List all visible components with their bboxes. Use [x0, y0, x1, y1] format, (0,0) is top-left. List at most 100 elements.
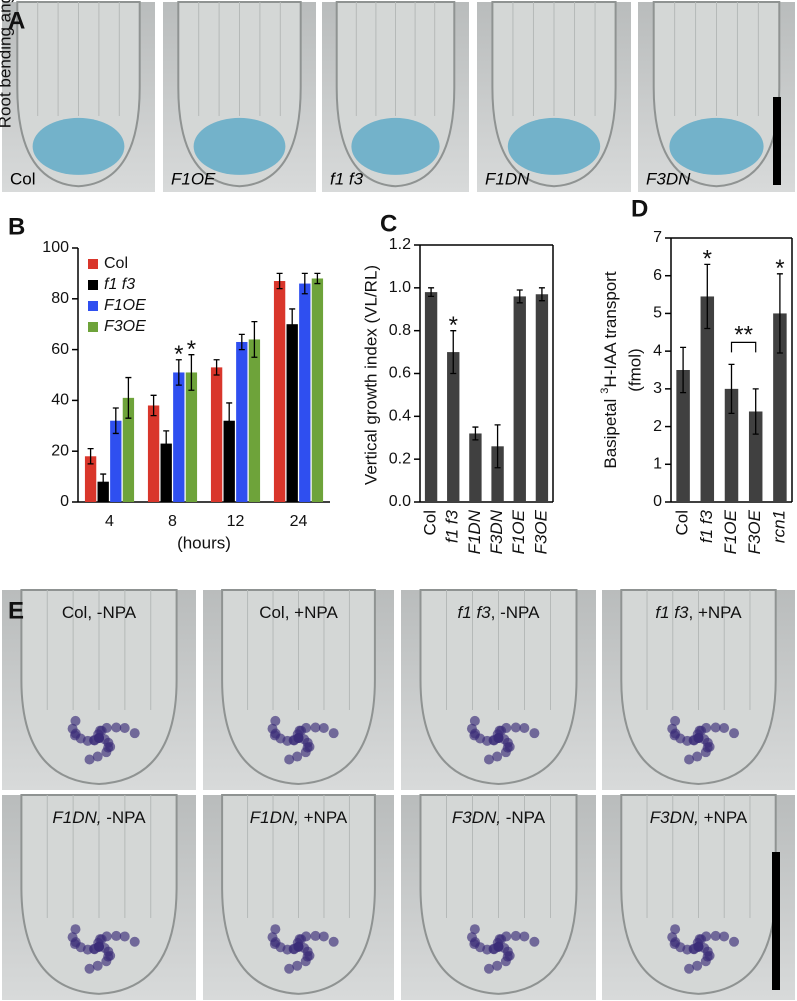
stain-dot	[502, 742, 513, 753]
bar	[147, 405, 160, 502]
x-tick-label: f1 f3	[443, 509, 462, 543]
image-label: Col, -NPA	[62, 603, 137, 622]
bar	[513, 296, 526, 502]
error-bar	[163, 430, 170, 457]
y-axis-title-sup: 3	[599, 388, 611, 394]
image-label: f1 f3	[330, 169, 364, 188]
stain-dot	[89, 943, 100, 954]
stain	[351, 117, 440, 175]
image-label: Col	[10, 169, 36, 188]
treatment: +NPA	[299, 808, 348, 827]
error-bar	[728, 363, 735, 415]
significance-mark: *	[174, 341, 183, 368]
stain-dot	[270, 924, 281, 935]
stain-dot	[270, 715, 281, 726]
stain-dot	[270, 728, 281, 739]
stain-dot	[710, 930, 721, 941]
bar	[469, 433, 482, 502]
x-tick-label: 12	[227, 513, 245, 530]
error-bar	[112, 407, 119, 435]
x-tick-label: F1DN	[465, 509, 484, 554]
image-label: F3DN, +NPA	[650, 808, 748, 827]
stain-dot	[119, 931, 130, 942]
stain-dot	[670, 715, 681, 726]
stain-dot	[96, 934, 107, 945]
stain-dot	[492, 751, 503, 762]
bar	[84, 456, 97, 502]
treatment: -NPA	[102, 808, 147, 827]
significance-mark: *	[187, 336, 196, 363]
bar	[535, 294, 549, 502]
y-axis-title: Root bending angle (degree)	[0, 0, 14, 128]
stain-dot	[519, 931, 530, 942]
stain-dot	[111, 930, 122, 941]
scale-bar	[772, 852, 780, 990]
stain-dot	[302, 951, 313, 962]
bar	[160, 443, 172, 502]
stain-dot	[692, 751, 703, 762]
stain-dot	[702, 742, 713, 753]
stain-dot	[288, 735, 299, 746]
x-tick-label: rcn1	[769, 510, 788, 543]
genotype: F3DN,	[650, 808, 699, 827]
stain-dot	[483, 963, 494, 974]
stain-dot	[288, 943, 299, 954]
legend-label: F1OE	[104, 297, 146, 314]
stain-dot	[469, 715, 480, 726]
y-tick-label: 20	[51, 442, 69, 459]
x-tick-label: F3DN	[487, 509, 506, 554]
stain-dot	[96, 725, 107, 736]
stain-dot	[684, 754, 695, 765]
significance-mark: **	[734, 322, 753, 349]
stain-dot	[318, 723, 329, 734]
stain-dot	[710, 722, 721, 733]
image-label: f1 f3, +NPA	[655, 603, 742, 622]
stain-dot	[310, 722, 321, 733]
legend-swatch	[88, 322, 98, 332]
y-tick-label: 4	[653, 342, 662, 359]
stain	[193, 117, 286, 175]
stain-dot	[89, 735, 100, 746]
significance-mark: *	[703, 246, 712, 273]
y-tick-label: 60	[51, 341, 69, 358]
image-label: Col, +NPA	[259, 603, 338, 622]
treatment: , +NPA	[285, 603, 339, 622]
genotype: Col	[62, 603, 88, 622]
bar	[210, 367, 223, 502]
x-tick-label: F1OE	[509, 509, 528, 554]
stain-dot	[84, 754, 95, 765]
genotype: F1DN,	[52, 808, 101, 827]
image-label: F3DN	[646, 169, 691, 188]
bar	[122, 397, 135, 502]
x-tick-label: 24	[290, 513, 308, 530]
x-axis-title: (hours)	[177, 533, 231, 552]
stain-dot	[310, 930, 321, 941]
stain-dot	[302, 742, 313, 753]
bar	[273, 281, 286, 502]
stain-dot	[702, 951, 713, 962]
error-bar	[472, 426, 479, 441]
stain-dot	[119, 723, 130, 734]
stain-dot	[670, 728, 681, 739]
bar	[97, 481, 109, 502]
stain-dot	[529, 728, 540, 739]
stain-dot	[729, 728, 740, 739]
x-tick-label: Col	[673, 510, 692, 536]
treatment: , +NPA	[689, 603, 743, 622]
scale-bar	[773, 97, 781, 185]
y-axis-title: Basipetal 3H-IAA transport	[599, 271, 621, 469]
stain	[32, 117, 125, 175]
stain-dot	[529, 936, 540, 947]
bar	[773, 313, 787, 502]
panel-letter: E	[8, 597, 24, 624]
image-label: F1DN, -NPA	[52, 808, 146, 827]
stain-dot	[496, 934, 507, 945]
stain-dot	[496, 725, 507, 736]
stain-dot	[502, 951, 513, 962]
stain-dot	[103, 742, 114, 753]
legend-label: F3OE	[104, 318, 146, 335]
error-bar	[538, 287, 545, 302]
stain-dot	[488, 735, 499, 746]
error-bar	[251, 321, 258, 358]
